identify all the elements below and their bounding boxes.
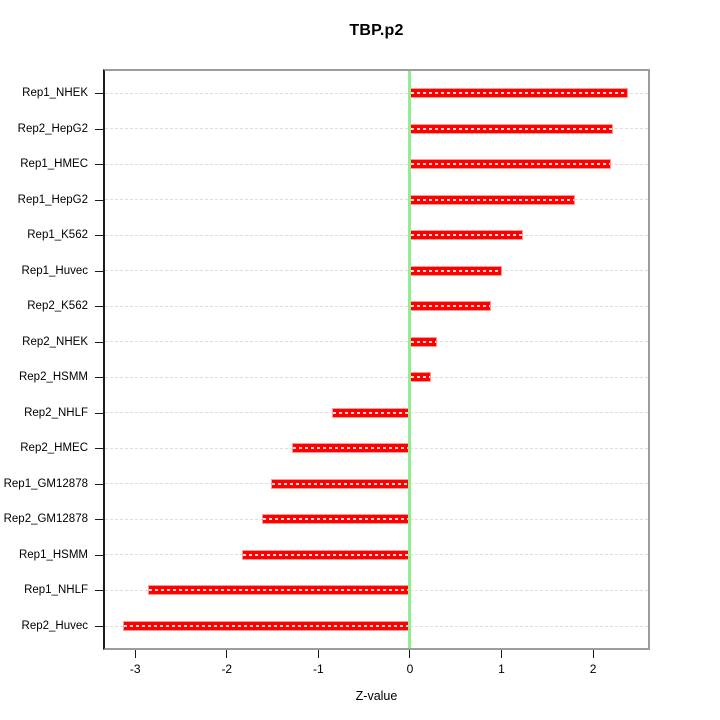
x-axis-label: Z-value — [355, 689, 398, 703]
x-tick — [409, 650, 411, 658]
y-tick — [95, 199, 103, 201]
bar-grid-overlay — [243, 553, 409, 556]
y-tick — [95, 235, 103, 237]
plot-area: Z-value Rep1_NHEK Rep2_HepG2 Rep1_HMEC Rep1… — [4, 69, 650, 703]
y-tick — [95, 412, 103, 414]
gridline — [105, 92, 648, 94]
x-axis-tick-label: -3 — [129, 662, 141, 676]
bar-grid-overlay — [410, 198, 574, 201]
bar-grid-overlay — [410, 305, 491, 308]
y-axis-tick-label: Rep2_NHLF — [24, 406, 88, 419]
x-axis-tick-label: 1 — [498, 662, 505, 676]
gridline — [105, 163, 648, 165]
x-axis-tick-label: 2 — [589, 662, 597, 676]
bar-grid-overlay — [149, 589, 409, 592]
y-axis-tick-label: Rep1_NHLF — [24, 584, 88, 597]
y-tick — [95, 626, 103, 627]
gridline — [105, 341, 648, 343]
bar — [409, 88, 628, 98]
y-axis-tick-label: Rep1_NHEK — [22, 87, 88, 99]
bar-grid-overlay — [124, 625, 409, 627]
y-axis-tick-label: Rep2_K562 — [27, 300, 88, 313]
bar-grid-overlay — [410, 269, 502, 272]
y-axis-tick-label: Rep1_HSMM — [18, 548, 88, 561]
y-tick — [95, 590, 103, 592]
y-tick — [95, 128, 103, 130]
y-axis-tick-label: Rep1_Huvec — [21, 264, 88, 277]
y-axis-tick-label: Rep1_HepG2 — [17, 193, 88, 206]
bar — [148, 585, 410, 596]
x-tick — [226, 650, 228, 658]
bar — [332, 407, 410, 418]
gridline — [105, 128, 648, 130]
x-tick — [134, 650, 136, 658]
y-axis-tick-label: Rep2_HSMM — [18, 371, 88, 384]
y-tick — [95, 164, 103, 166]
zero-line — [408, 71, 412, 648]
bar — [409, 301, 492, 312]
y-tick — [95, 519, 103, 521]
bar — [409, 265, 503, 276]
bar-grid-overlay — [410, 234, 522, 237]
bar — [261, 514, 410, 525]
y-tick — [95, 341, 103, 343]
y-tick — [95, 448, 103, 450]
bar — [409, 159, 612, 170]
gridline — [105, 376, 648, 378]
bar — [291, 443, 410, 454]
bar — [409, 372, 431, 383]
gridline — [105, 234, 648, 236]
bar — [409, 194, 575, 205]
y-tick — [95, 306, 103, 308]
bar-grid-overlay — [333, 411, 409, 414]
y-axis-tick-label: Rep2_NHEK — [22, 335, 88, 348]
bar-grid-overlay — [262, 518, 409, 521]
bar — [409, 123, 614, 134]
x-axis-tick-label: 0 — [406, 662, 414, 676]
bar — [270, 478, 410, 489]
x-tick — [500, 650, 502, 658]
y-axis-tick-label: Rep1_K562 — [27, 229, 88, 242]
y-tick — [95, 377, 103, 379]
gridline — [105, 199, 648, 201]
y-axis-tick-label: Rep2_HMEC — [20, 442, 88, 455]
bar — [409, 230, 523, 241]
bar-grid-overlay — [410, 340, 437, 343]
y-axis-tick-label: Rep2_HepG2 — [17, 122, 88, 135]
x-tick — [317, 650, 319, 658]
y-tick — [95, 554, 103, 556]
x-tick — [592, 650, 594, 658]
bar-grid-overlay — [410, 127, 613, 130]
y-axis-tick-label: Rep2_Huvec — [21, 620, 88, 632]
chart-title: TBP.p2 — [349, 22, 404, 39]
y-axis-tick-label: Rep1_HMEC — [20, 158, 88, 171]
bar-grid-overlay — [410, 163, 611, 166]
bar-grid-overlay — [271, 482, 409, 485]
y-axis-tick-label: Rep2_GM12878 — [3, 513, 88, 526]
bar — [242, 549, 410, 560]
bar-grid-overlay — [410, 92, 627, 94]
x-axis-tick-label: -1 — [313, 662, 324, 676]
bar — [123, 621, 410, 631]
bar-grid-overlay — [410, 376, 430, 379]
y-tick — [95, 270, 103, 272]
y-axis-tick-label: Rep1_GM12878 — [3, 477, 88, 490]
bar — [409, 336, 438, 347]
gridline — [105, 270, 648, 272]
bar-grid-overlay — [292, 447, 409, 450]
gridline — [105, 305, 648, 307]
y-tick — [95, 483, 103, 485]
x-axis-tick-label: -2 — [221, 662, 233, 676]
y-tick — [95, 93, 103, 94]
